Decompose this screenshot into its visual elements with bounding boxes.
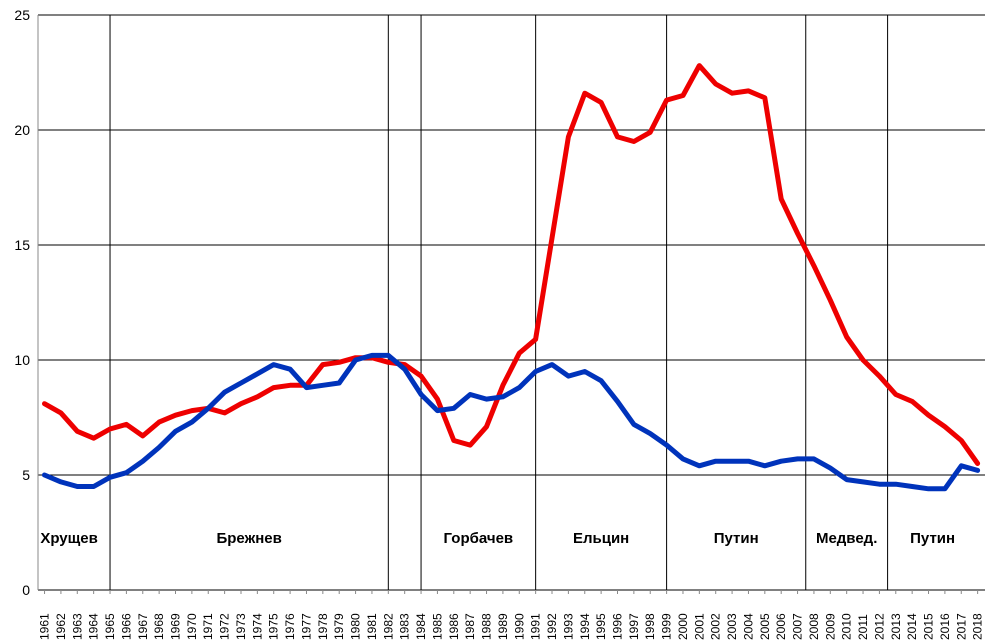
x-tick-label: 1970 [185,613,199,640]
x-tick-label: 1969 [169,613,183,640]
x-tick-label: 2018 [971,613,985,640]
x-tick-label: 1991 [529,613,543,640]
y-tick-label: 20 [14,122,30,138]
x-tick-label: 1997 [627,613,641,640]
x-tick-label: 1975 [267,613,281,640]
x-tick-label: 2015 [922,613,936,640]
x-tick-label: 1971 [201,613,215,640]
era-label: Путин [714,530,759,547]
x-tick-label: 1976 [283,613,297,640]
x-tick-label: 2005 [758,613,772,640]
x-tick-label: 2011 [856,614,870,640]
x-tick-label: 1964 [87,613,101,640]
x-tick-label: 1966 [119,613,133,640]
y-tick-label: 0 [22,582,30,598]
era-label: Путин [910,530,955,547]
x-tick-label: 2016 [938,613,952,640]
x-tick-label: 1981 [365,613,379,640]
x-tick-label: 2001 [692,613,706,640]
x-tick-label: 1993 [561,613,575,640]
x-tick-label: 1980 [349,613,363,640]
x-tick-label: 1999 [660,613,674,640]
era-label: Брежнев [216,530,281,547]
x-tick-label: 1998 [643,613,657,640]
x-tick-label: 1982 [381,613,395,640]
x-tick-label: 2008 [807,613,821,640]
era-boundaries [109,15,889,590]
x-tick-label: 2012 [872,613,886,640]
x-tick-label: 1990 [512,613,526,640]
x-tick-label: 1962 [54,613,68,640]
y-tick-label: 10 [14,352,30,368]
x-tick-label: 1989 [496,613,510,640]
era-label: Хрущев [40,530,98,547]
x-tick-label: 1994 [578,613,592,640]
x-tick-label: 2013 [889,613,903,640]
y-tick-label: 25 [14,7,30,23]
y-tick-label: 5 [22,467,30,483]
x-tick-label: 1961 [38,613,52,640]
x-tick-label: 1983 [398,613,412,640]
x-tick-label: 2002 [709,613,723,640]
x-tick-label: 1985 [430,613,444,640]
x-tick-label: 1987 [463,613,477,640]
x-tick-label: 2007 [791,613,805,640]
era-label: Медвед. [816,530,877,547]
x-tick-label: 2010 [840,613,854,640]
x-tick-label: 2014 [905,613,919,640]
x-tick-label: 1996 [610,613,624,640]
x-tick-label: 2000 [676,613,690,640]
series-line-1 [42,352,981,492]
x-tick-label: 1965 [103,613,117,640]
series-line-0 [42,63,981,466]
era-labels: Хрущев Брежнев Горбачев Ельцин Путин Медвед. П… [40,530,955,547]
x-tick-label: 1988 [480,613,494,640]
x-tick-label: 2009 [823,613,837,640]
x-tick-label: 2003 [725,613,739,640]
y-tick-label: 15 [14,237,30,253]
x-axis: 1961 1962 1963 1964 1965 1966 1967 1968 1969 1970… [38,590,985,640]
x-tick-label: 1992 [545,613,559,640]
x-tick-label: 1984 [414,613,428,640]
era-label: Ельцин [573,530,629,547]
x-tick-label: 1973 [234,613,248,640]
x-tick-label: 1963 [70,613,84,640]
grid-lines [38,14,985,591]
x-tick-label: 1968 [152,613,166,640]
x-tick-label: 1977 [299,613,313,640]
x-tick-label: 1972 [218,613,232,640]
x-tick-label: 2006 [774,613,788,640]
x-tick-label: 2004 [741,613,755,640]
y-axis: 0 5 10 15 20 25 [14,7,39,598]
era-label: Горбачев [444,530,514,547]
x-tick-label: 1967 [136,613,150,640]
x-tick-label: 1978 [316,613,330,640]
x-tick-label: 1986 [447,613,461,640]
series-lines [42,63,981,492]
x-tick-label: 1974 [250,613,264,640]
x-tick-label: 1995 [594,613,608,640]
x-tick-label: 2017 [954,613,968,640]
x-tick-label: 1979 [332,613,346,640]
